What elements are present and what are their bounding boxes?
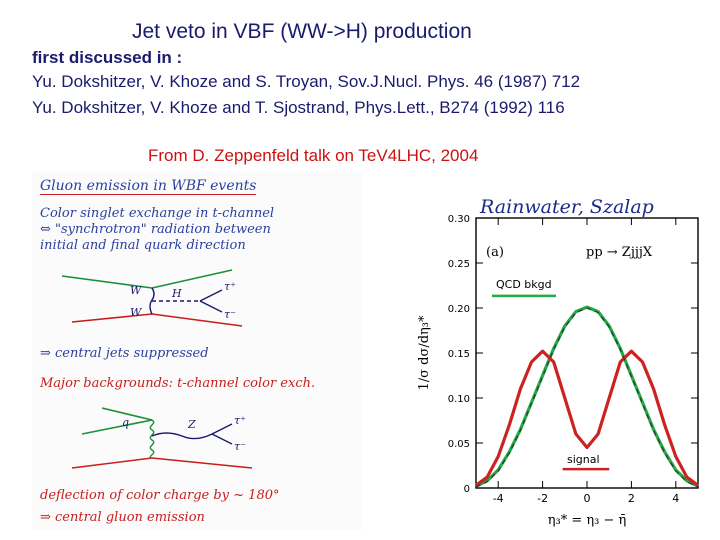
gluon-exchange (149, 419, 155, 459)
process-label: pp → ZjjjX (586, 245, 653, 260)
tau-plus-line (199, 289, 223, 302)
quark-line-bottom-out (151, 313, 243, 327)
legend-signal: signal (567, 453, 600, 466)
x-tick-label: 0 (584, 492, 591, 505)
y-axis-label: 1/σ dσ/dη₃* (417, 315, 432, 391)
w-boson-lines (149, 287, 155, 315)
feynman-diagram-wbf: W W H τ⁺ τ⁻ (61, 269, 243, 327)
w-label-top: W (130, 284, 143, 297)
notes-heading: Gluon emission in WBF events (40, 178, 257, 195)
note-line-4: ⇒ central jets suppressed (40, 346, 209, 361)
bg-quark-bottom-in (71, 457, 153, 469)
bg-quark-top-in (101, 407, 153, 421)
series-signal (475, 349, 699, 487)
note-line-7: ⇒ central gluon emission (40, 510, 205, 525)
refs-intro: first discussed in : (32, 48, 183, 67)
bg-quark-bottom-out (151, 457, 253, 469)
slide-title: Jet veto in VBF (WW->H) production (132, 20, 472, 43)
handwritten-notes: Gluon emission in WBF events Color singl… (32, 172, 362, 530)
bg-tau-minus-line (211, 433, 233, 445)
tau-minus-label: τ⁻ (224, 308, 236, 321)
panel-label: (a) (486, 245, 504, 260)
bg-quark-top-out (81, 419, 153, 435)
bg-tau-plus-label: τ⁺ (234, 414, 246, 427)
series-fit (475, 307, 699, 488)
reference-1: Yu. Dokshitzer, V. Khoze and S. Troyan, … (32, 72, 581, 91)
plot-author-header: Rainwater, Szalap (480, 196, 654, 218)
y-tick-label: 0 (464, 484, 470, 495)
y-tick-label: 0.05 (448, 439, 470, 450)
y-tick-label: 0.20 (448, 304, 470, 315)
w-label-bottom: W (130, 306, 143, 319)
tau-minus-line (199, 300, 223, 313)
x-tick-label: -4 (493, 492, 504, 505)
note-line-6: deflection of color charge by ~ 180° (40, 488, 280, 503)
x-axis-label: η₃* = η₃ − η̄ (548, 513, 627, 528)
y-tick-label: 0.15 (448, 349, 470, 360)
tau-plus-label: τ⁺ (224, 280, 236, 293)
y-tick-label: 0.25 (448, 259, 470, 270)
y-tick-label: 0.10 (448, 394, 470, 405)
note-line-2: ⇔ "synchrotron" radiation between (40, 222, 271, 237)
reference-2: Yu. Dokshitzer, V. Khoze and T. Sjostran… (32, 98, 565, 117)
y-tick-label: 0.30 (448, 214, 470, 225)
z-boson-line (151, 432, 213, 440)
legend-qcd-bkgd: QCD bkgd (496, 278, 552, 291)
bg-tau-plus-line (211, 423, 233, 435)
x-tick-label: -2 (537, 492, 548, 505)
quark-line-bottom (71, 313, 153, 323)
feynman-diagram-background: q Z τ⁺ τ⁻ (71, 407, 253, 469)
bg-tau-minus-label: τ⁻ (234, 440, 246, 453)
x-tick-label: 4 (672, 492, 679, 505)
credit-line: From D. Zeppenfeld talk on TeV4LHC, 2004 (148, 146, 479, 165)
higgs-label: H (171, 287, 182, 300)
x-tick-label: 2 (628, 492, 635, 505)
quark-line-top (61, 275, 153, 289)
q-label: q (122, 416, 129, 429)
note-line-3: initial and final quark direction (40, 238, 246, 253)
note-line-5: Major backgrounds: t-channel color exch. (40, 376, 316, 391)
quark-line-top-out (151, 269, 233, 289)
z-label: Z (187, 418, 196, 431)
eta-distribution-plot: 0 0.05 0.10 0.15 0.20 0.25 0.30 -4 -2 0 2 4 (a) pp … (417, 214, 699, 528)
note-line-1: Color singlet exchange in t-channel (40, 206, 275, 221)
